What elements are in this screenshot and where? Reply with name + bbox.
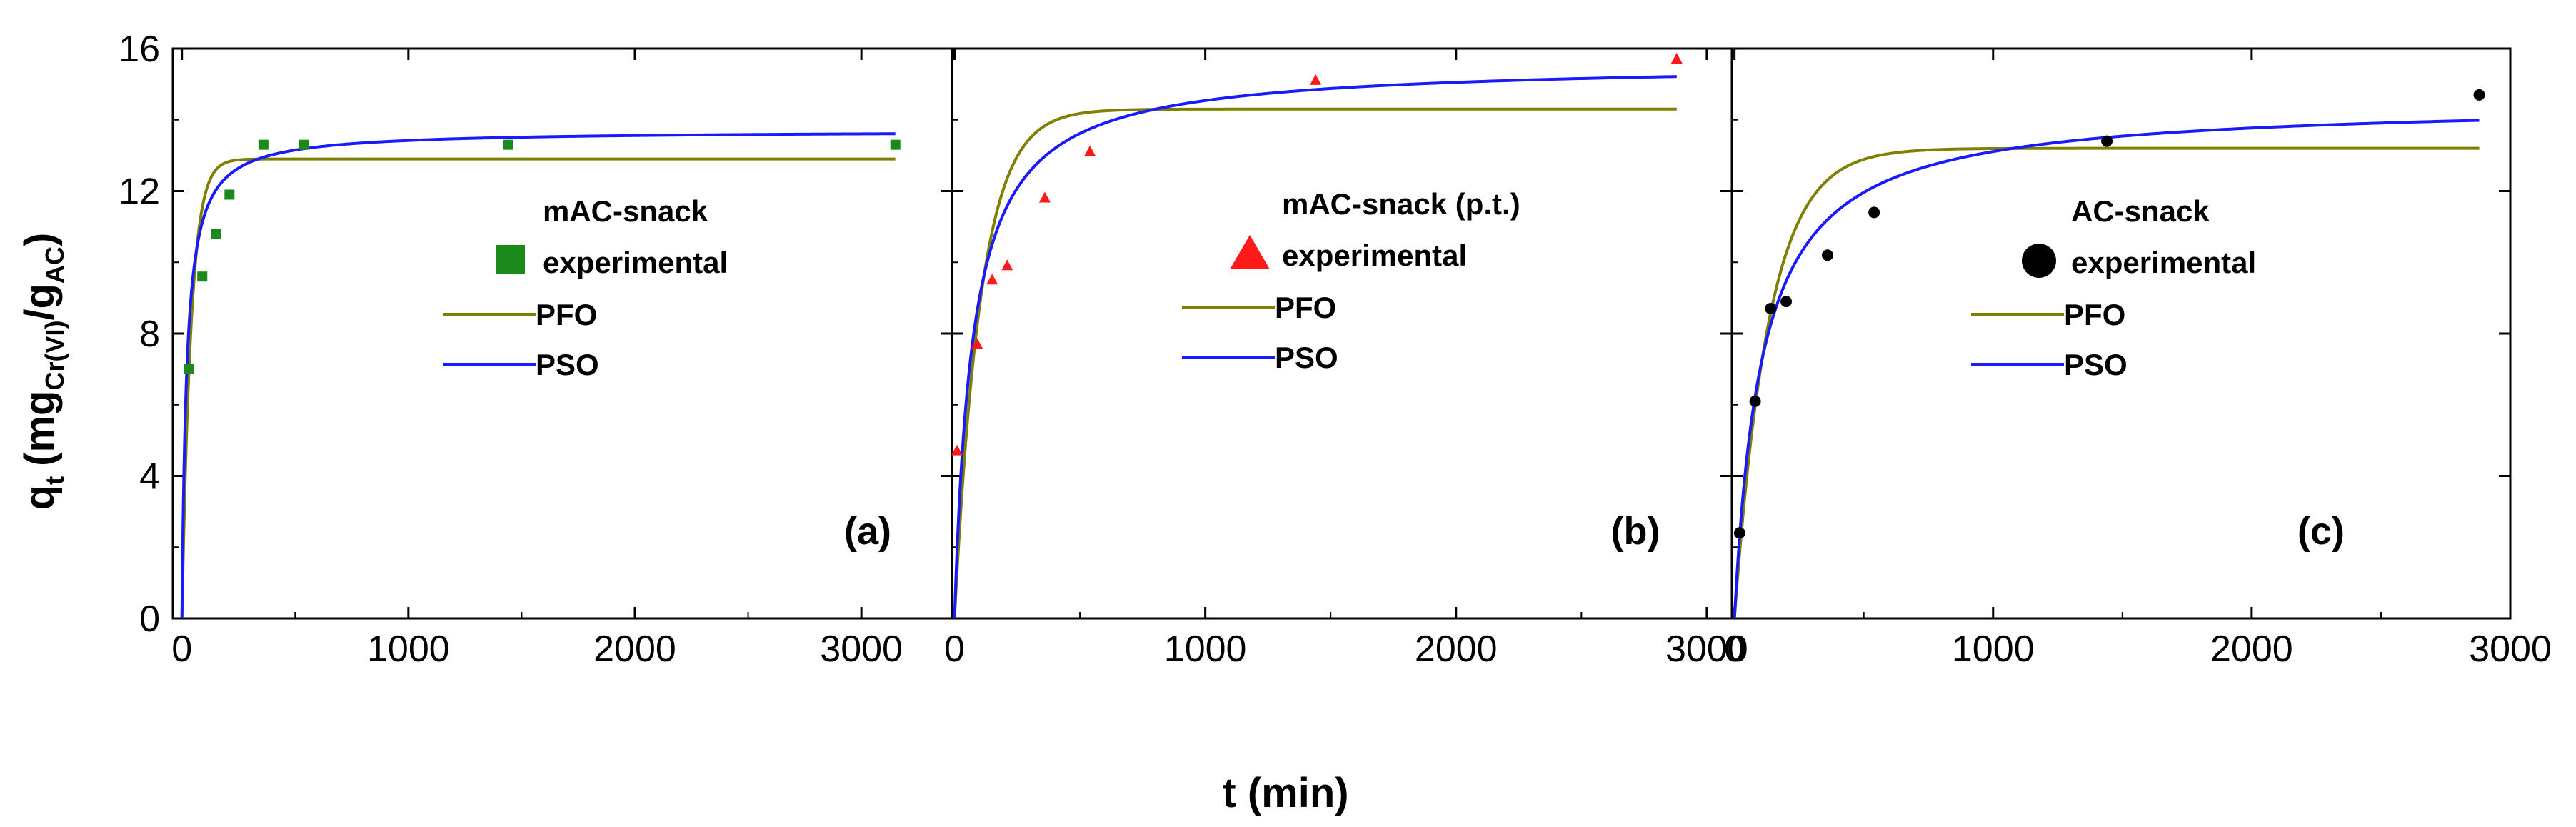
legend-title: mAC-snack <box>543 194 708 228</box>
legend-marker <box>2022 244 2056 278</box>
legend-pfo: PFO <box>2064 298 2125 331</box>
y-axis-title-q: q <box>16 485 63 510</box>
data-point <box>1001 259 1013 271</box>
y-axis-title-sub-cr: Cr(VI) <box>40 321 69 391</box>
legend-title: AC-snack <box>2071 194 2210 228</box>
panel-label: (b) <box>1611 510 1660 553</box>
x-tick-label: 2000 <box>593 628 676 670</box>
legend-pfo: PFO <box>1275 291 1336 324</box>
pso-curve <box>953 75 1677 619</box>
x-tick-label: 1000 <box>1952 628 2035 670</box>
data-point <box>951 444 963 456</box>
data-point <box>197 271 208 282</box>
panel-3-frame <box>1730 47 2512 620</box>
y-axis-title-close: ) <box>16 233 63 246</box>
legend-marker <box>1230 235 1270 269</box>
x-tick-label: 3000 <box>820 628 903 670</box>
legend-pso: PSO <box>536 348 599 381</box>
x-tick-label: 1000 <box>367 628 450 670</box>
x-tick-label: 3000 <box>1665 628 1748 670</box>
y-tick-label: 0 <box>139 598 160 640</box>
data-point <box>1780 296 1793 308</box>
legend-pso: PSO <box>1275 341 1338 374</box>
y-axis-title-sub-t: t <box>40 476 69 485</box>
legend-1: mAC-snack experimental PFO PSO <box>443 194 728 381</box>
data-point <box>1084 145 1096 156</box>
pfo-curve <box>180 157 896 618</box>
panel-3: 0 1000 2000 3000 AC-snack experimental PFO PSO (… <box>1724 47 2552 670</box>
pso-curve <box>180 132 896 618</box>
panel-label: (a) <box>844 510 891 553</box>
y-axis-title: qt (mgCr(VI)/gAC) <box>16 233 69 511</box>
legend-experimental: experimental <box>2071 246 2256 279</box>
data-point <box>503 139 513 150</box>
data-point <box>2101 135 2113 147</box>
data-point <box>986 274 998 285</box>
x-tick-label: 0 <box>1724 628 1745 670</box>
data-point <box>1868 206 1880 219</box>
x-tick-label: 2000 <box>1415 628 1498 670</box>
y-tick-label: 16 <box>119 29 160 70</box>
data-point <box>1821 249 1833 261</box>
data-point <box>971 337 983 349</box>
y-axis-title-sub-ac: AC <box>40 246 69 284</box>
y-tick-label: 4 <box>139 456 160 498</box>
x-tick-label: 3000 <box>2469 628 2552 670</box>
data-point <box>2473 89 2485 101</box>
x-tick-label: 0 <box>944 628 965 670</box>
y-axis-title-mg: (mg <box>16 391 63 466</box>
panel-2: 0 1000 2000 3000 mAC-snack (p.t.) experimenta… <box>944 47 1748 670</box>
y-tick-label: 8 <box>139 314 160 355</box>
x-tick-label: 1000 <box>1164 628 1247 670</box>
x-tick-label: 2000 <box>2210 628 2293 670</box>
data-point <box>1038 191 1051 203</box>
data-point <box>1733 527 1745 539</box>
panels-group: 0 4 8 12 16 0 1000 2000 3000 mAC-snack experimenta… <box>119 29 2552 670</box>
data-point <box>1670 52 1683 64</box>
legend-2: mAC-snack (p.t.) experimental PFO PSO <box>1182 187 1520 374</box>
data-point <box>224 189 235 200</box>
legend-pso: PSO <box>2064 348 2128 381</box>
data-point <box>258 139 269 150</box>
data-point <box>890 139 901 150</box>
y-tick-label: 12 <box>119 171 160 213</box>
panel-1: 0 4 8 12 16 0 1000 2000 3000 mAC-snack experimenta… <box>119 29 953 670</box>
panel-label: (c) <box>2297 510 2345 553</box>
legend-marker <box>496 245 525 274</box>
data-point <box>299 139 309 150</box>
x-tick-label: 0 <box>171 628 192 670</box>
data-point <box>1749 395 1761 407</box>
legend-pfo: PFO <box>536 298 597 331</box>
legend-3: AC-snack experimental PFO PSO <box>1971 194 2256 381</box>
legend-title: mAC-snack (p.t.) <box>1282 187 1520 221</box>
x-axis-title: t (min) <box>1222 770 1348 816</box>
data-point <box>184 364 194 374</box>
data-point <box>211 229 221 239</box>
legend-experimental: experimental <box>1282 239 1467 272</box>
y-axis-title-g: /g <box>16 284 63 321</box>
data-point <box>1765 303 1777 315</box>
data-point <box>1310 74 1322 85</box>
legend-experimental: experimental <box>543 246 728 279</box>
